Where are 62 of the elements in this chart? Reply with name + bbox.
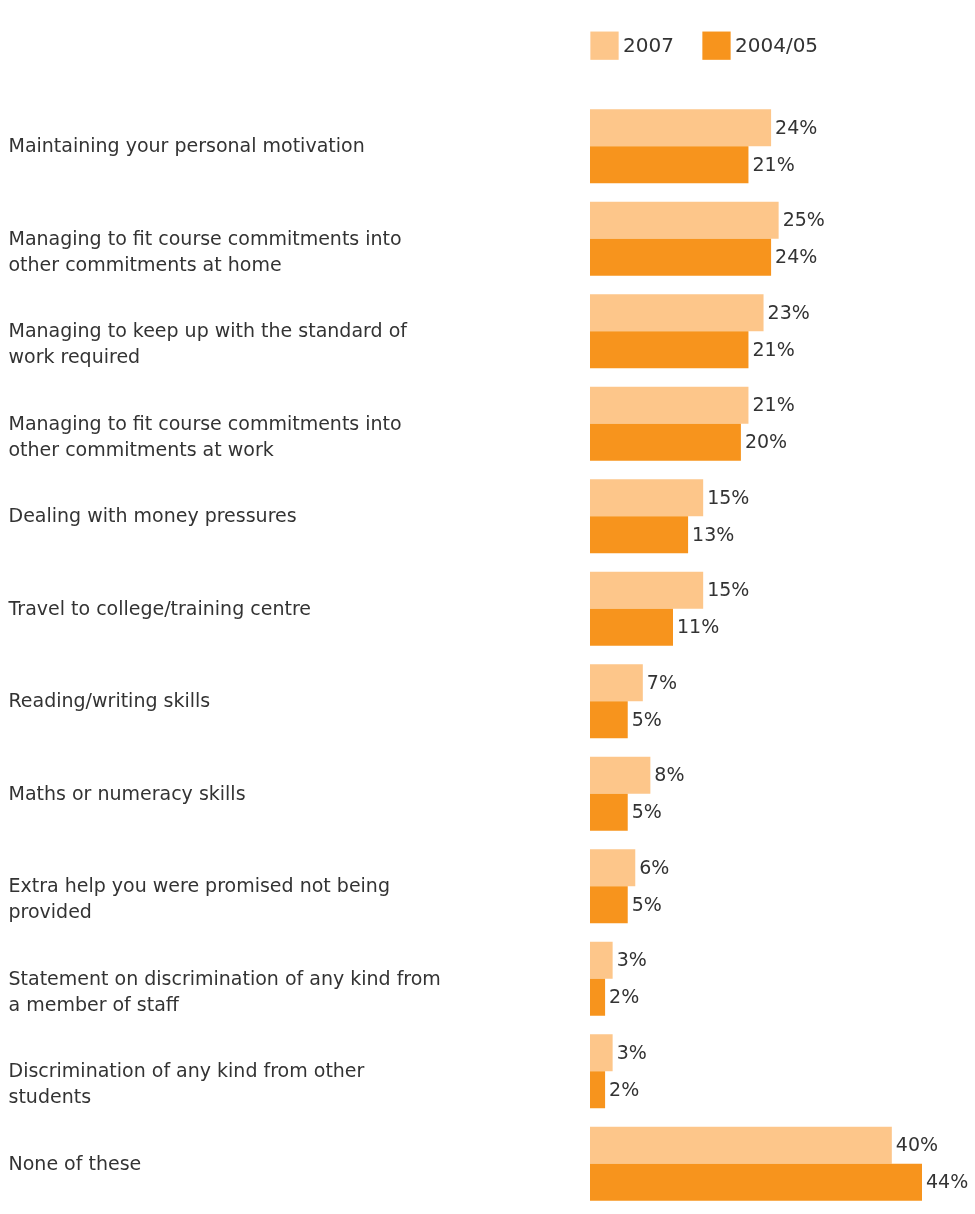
bar bbox=[590, 109, 772, 147]
data-label: 2% bbox=[609, 985, 640, 1008]
data-label: 5% bbox=[631, 800, 662, 823]
bar bbox=[590, 1126, 892, 1164]
bar bbox=[590, 1034, 613, 1072]
data-label: 7% bbox=[646, 670, 677, 693]
y-tick-label: Discrimination of any kind from other students bbox=[8, 1059, 365, 1108]
bar bbox=[590, 793, 628, 831]
bar bbox=[590, 664, 643, 702]
y-tick-label: Reading/writing skills bbox=[8, 689, 211, 712]
data-label: 21% bbox=[752, 393, 795, 416]
bar bbox=[590, 941, 613, 979]
y-tick-label: Managing to fit course commitments into other commitments at work bbox=[8, 411, 402, 460]
bar bbox=[590, 756, 651, 794]
data-label: 20% bbox=[744, 430, 788, 453]
data-label: 2% bbox=[609, 1077, 640, 1100]
y-tick-label: Maintaining your personal motivation bbox=[8, 134, 365, 157]
bar bbox=[590, 386, 749, 424]
data-label: 23% bbox=[767, 300, 810, 323]
data-label: 24% bbox=[775, 245, 818, 268]
y-tick-label: None of these bbox=[8, 1151, 142, 1174]
y-tick-label: Statement on discrimination of any kind from a member of staff bbox=[8, 966, 441, 1015]
bar bbox=[590, 571, 704, 609]
data-label: 40% bbox=[895, 1133, 939, 1156]
bar bbox=[590, 423, 741, 461]
bar bbox=[590, 849, 636, 887]
bar bbox=[590, 294, 764, 332]
legend-label: 2007 bbox=[623, 32, 674, 57]
bar bbox=[590, 1071, 606, 1109]
y-tick-label: Extra help you were promised not being provided bbox=[8, 874, 390, 923]
data-label: 24% bbox=[775, 115, 818, 138]
legend-label: 2004/05 bbox=[735, 32, 819, 57]
y-tick-label: Managing to fit course commitments into other commitments at home bbox=[8, 226, 402, 275]
data-label: 25% bbox=[782, 208, 825, 231]
data-label: 44% bbox=[926, 1170, 969, 1193]
bar bbox=[590, 608, 673, 646]
data-label: 5% bbox=[631, 892, 662, 915]
bar bbox=[590, 146, 749, 184]
data-label: 5% bbox=[631, 707, 662, 730]
data-label: 3% bbox=[616, 948, 647, 971]
bar bbox=[590, 516, 689, 554]
bar bbox=[590, 978, 606, 1016]
bar bbox=[590, 701, 628, 739]
data-label: 15% bbox=[707, 578, 750, 601]
data-label: 21% bbox=[752, 152, 795, 175]
data-label: 15% bbox=[707, 485, 750, 508]
bar bbox=[590, 201, 779, 239]
y-tick-label: Travel to college/training centre bbox=[7, 596, 311, 619]
data-label: 3% bbox=[616, 1040, 647, 1063]
y-tick-label: Dealing with money pressures bbox=[8, 504, 297, 527]
data-label: 11% bbox=[677, 615, 720, 638]
bar bbox=[590, 1163, 922, 1201]
bar bbox=[590, 331, 749, 369]
bar bbox=[590, 479, 704, 517]
data-label: 13% bbox=[692, 522, 735, 545]
data-label: 21% bbox=[752, 337, 795, 360]
data-label: 6% bbox=[639, 855, 670, 878]
bar bbox=[590, 238, 772, 276]
data-label: 8% bbox=[654, 763, 685, 786]
bar bbox=[590, 886, 628, 924]
y-tick-label: Maths or numeracy skills bbox=[8, 781, 246, 804]
y-tick-label: Managing to keep up with the standard of work required bbox=[8, 319, 409, 368]
